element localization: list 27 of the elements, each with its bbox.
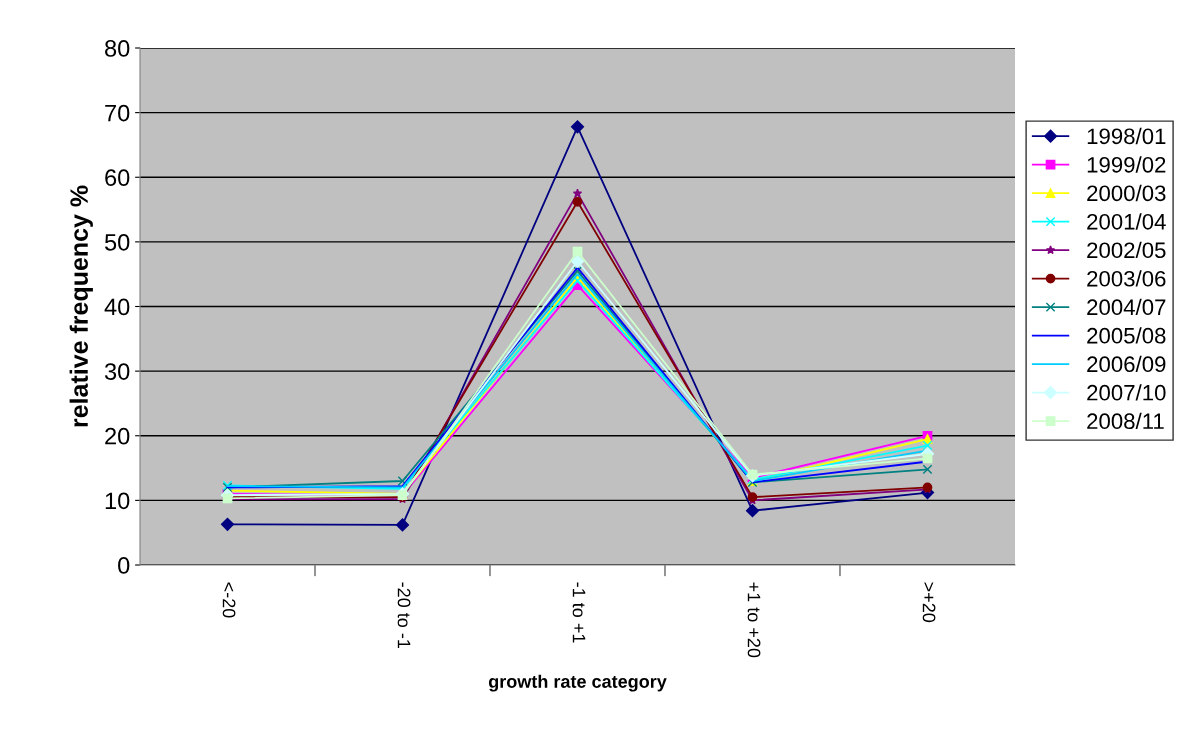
y-axis-title: relative frequency %: [69, 185, 93, 427]
x-tick-label: >+20: [922, 582, 936, 623]
legend-label: 1998/01: [1087, 127, 1166, 145]
legend-label: 2004/07: [1087, 298, 1166, 316]
legend-label: 1999/02: [1087, 156, 1166, 173]
x-axis-title: growth rate category: [488, 674, 667, 692]
legend-label: 2001/04: [1087, 213, 1166, 230]
y-tick-label: 0: [118, 557, 130, 574]
y-tick-label: 60: [105, 169, 130, 187]
legend-label: 2008/11: [1087, 412, 1164, 430]
legend-label: 2002/05: [1087, 241, 1166, 259]
x-tick-label: +1 to +20: [747, 582, 761, 658]
y-tick-label: 50: [104, 233, 130, 251]
y-tick-label: 20: [105, 427, 130, 445]
y-tick-label: 10: [105, 492, 130, 510]
legend-label: 2006/09: [1087, 355, 1166, 373]
y-tick-label: 40: [104, 298, 130, 316]
x-tick-label: -20 to -1: [397, 582, 411, 649]
x-tick-label: -1 to +1: [572, 582, 586, 643]
legend-label: 2007/10: [1087, 384, 1166, 401]
legend-label: 2005/08: [1087, 327, 1166, 344]
x-tick-label: <-20: [222, 582, 236, 618]
legend-label: 2000/03: [1087, 184, 1166, 202]
legend-label: 2003/06: [1087, 270, 1166, 287]
y-tick-label: 30: [104, 363, 130, 380]
y-tick-label: 70: [105, 104, 130, 122]
y-tick-label: 80: [105, 40, 130, 57]
